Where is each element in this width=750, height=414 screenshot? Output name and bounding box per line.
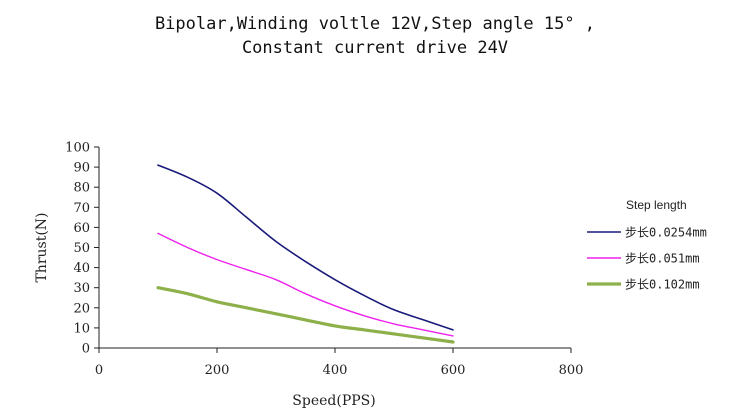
series-line-2	[157, 232, 454, 337]
x-tick-label: 0	[95, 363, 103, 378]
y-tick-label: 60	[73, 221, 90, 236]
x-axis-title: Speed(PPS)	[292, 393, 375, 409]
y-tick-label: 0	[82, 342, 90, 357]
legend-title: Step length	[626, 198, 687, 212]
plot-lines	[156, 164, 455, 344]
x-tick-label: 200	[205, 363, 230, 378]
chart-title-line-1: Bipolar,Winding voltle 12V,Step angle 15…	[154, 14, 596, 34]
y-tick-label: 10	[73, 321, 90, 336]
legend-label-2: 步长0.051mm	[625, 252, 700, 266]
legend-label-3: 步长0.102mm	[625, 278, 700, 292]
x-tick-label: 600	[441, 363, 466, 378]
series-line-1	[157, 164, 454, 331]
chart-title: Bipolar,Winding voltle 12V,Step angle 15…	[0, 12, 750, 60]
y-tick-label: 30	[73, 281, 90, 296]
series-line-3	[156, 286, 455, 344]
x-tick-label: 800	[559, 363, 584, 378]
y-tick-label: 100	[65, 141, 90, 156]
y-tick-label: 70	[73, 201, 90, 216]
legend-label-1: 步长0.0254mm	[625, 226, 707, 240]
y-axis-title: Thrust(N)	[34, 212, 50, 282]
x-tick-label: 400	[323, 363, 348, 378]
chart-title-line-2: Constant current drive 24V	[241, 38, 509, 58]
y-tick-label: 20	[73, 301, 90, 316]
y-tick-label: 40	[73, 261, 90, 276]
y-tick-label: 80	[73, 181, 90, 196]
y-tick-label: 90	[73, 161, 90, 176]
legend: Step length 步长0.0254mm 步长0.051mm 步长0.102mm	[587, 198, 707, 292]
axes: 0 10 20 30 40 50 60 70 80 90 100 0 200 400 600 800 Speed…	[34, 141, 583, 410]
y-tick-label: 50	[73, 241, 90, 256]
